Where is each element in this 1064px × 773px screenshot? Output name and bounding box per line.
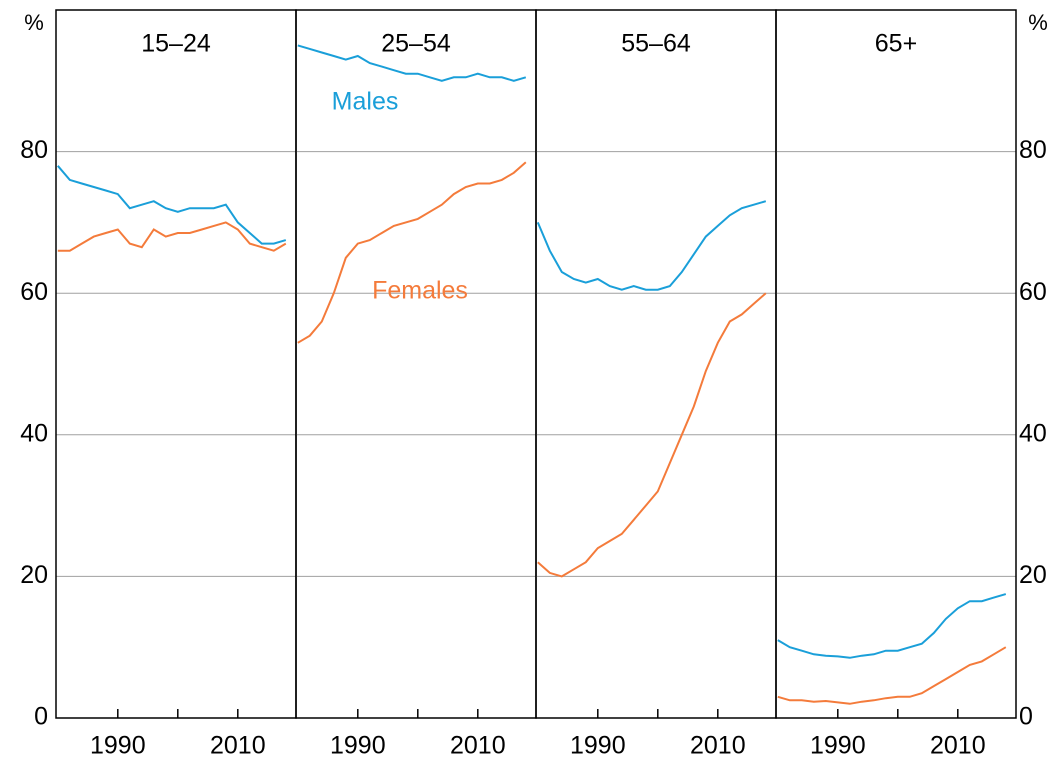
panel-title: 55–64 [621,30,691,58]
y-tick-label: 40 [1019,419,1047,447]
y-tick-label: 40 [20,419,48,447]
series-line [57,221,287,252]
series-line [777,593,1007,659]
x-tick-label: 1990 [90,732,146,760]
y-tick-label: 80 [1019,136,1047,164]
x-tick-label: 1990 [330,732,386,760]
x-tick-label: 2010 [690,732,746,760]
series-line [777,646,1007,705]
panel-frame [295,9,537,719]
series-label: Males [332,88,399,116]
panel-frame [55,9,297,719]
y-tick-label: 20 [20,561,48,589]
panel-frame [535,9,777,719]
x-tick-label: 2010 [450,732,506,760]
series-label: Females [372,277,468,305]
x-tick-label: 2010 [930,732,986,760]
series-line [537,292,767,578]
panel-title: 25–54 [381,30,451,58]
x-tick-label: 2010 [210,732,266,760]
y-tick-label: 0 [34,703,48,731]
x-tick-label: 1990 [810,732,866,760]
series-line [536,200,767,291]
y-axis-unit: % [1028,10,1048,35]
series-line [297,161,527,344]
y-tick-label: 80 [20,136,48,164]
panel-frame [775,9,1017,719]
y-tick-label: 20 [1019,561,1047,589]
panel-title: 15–24 [141,30,211,58]
y-tick-label: 60 [20,278,48,306]
y-axis-unit: % [24,10,44,35]
y-tick-label: 60 [1019,278,1047,306]
series-line [57,165,287,245]
series-line [297,44,527,82]
y-tick-label: 0 [1019,703,1033,731]
x-tick-label: 1990 [570,732,626,760]
panel-title: 65+ [875,30,917,58]
